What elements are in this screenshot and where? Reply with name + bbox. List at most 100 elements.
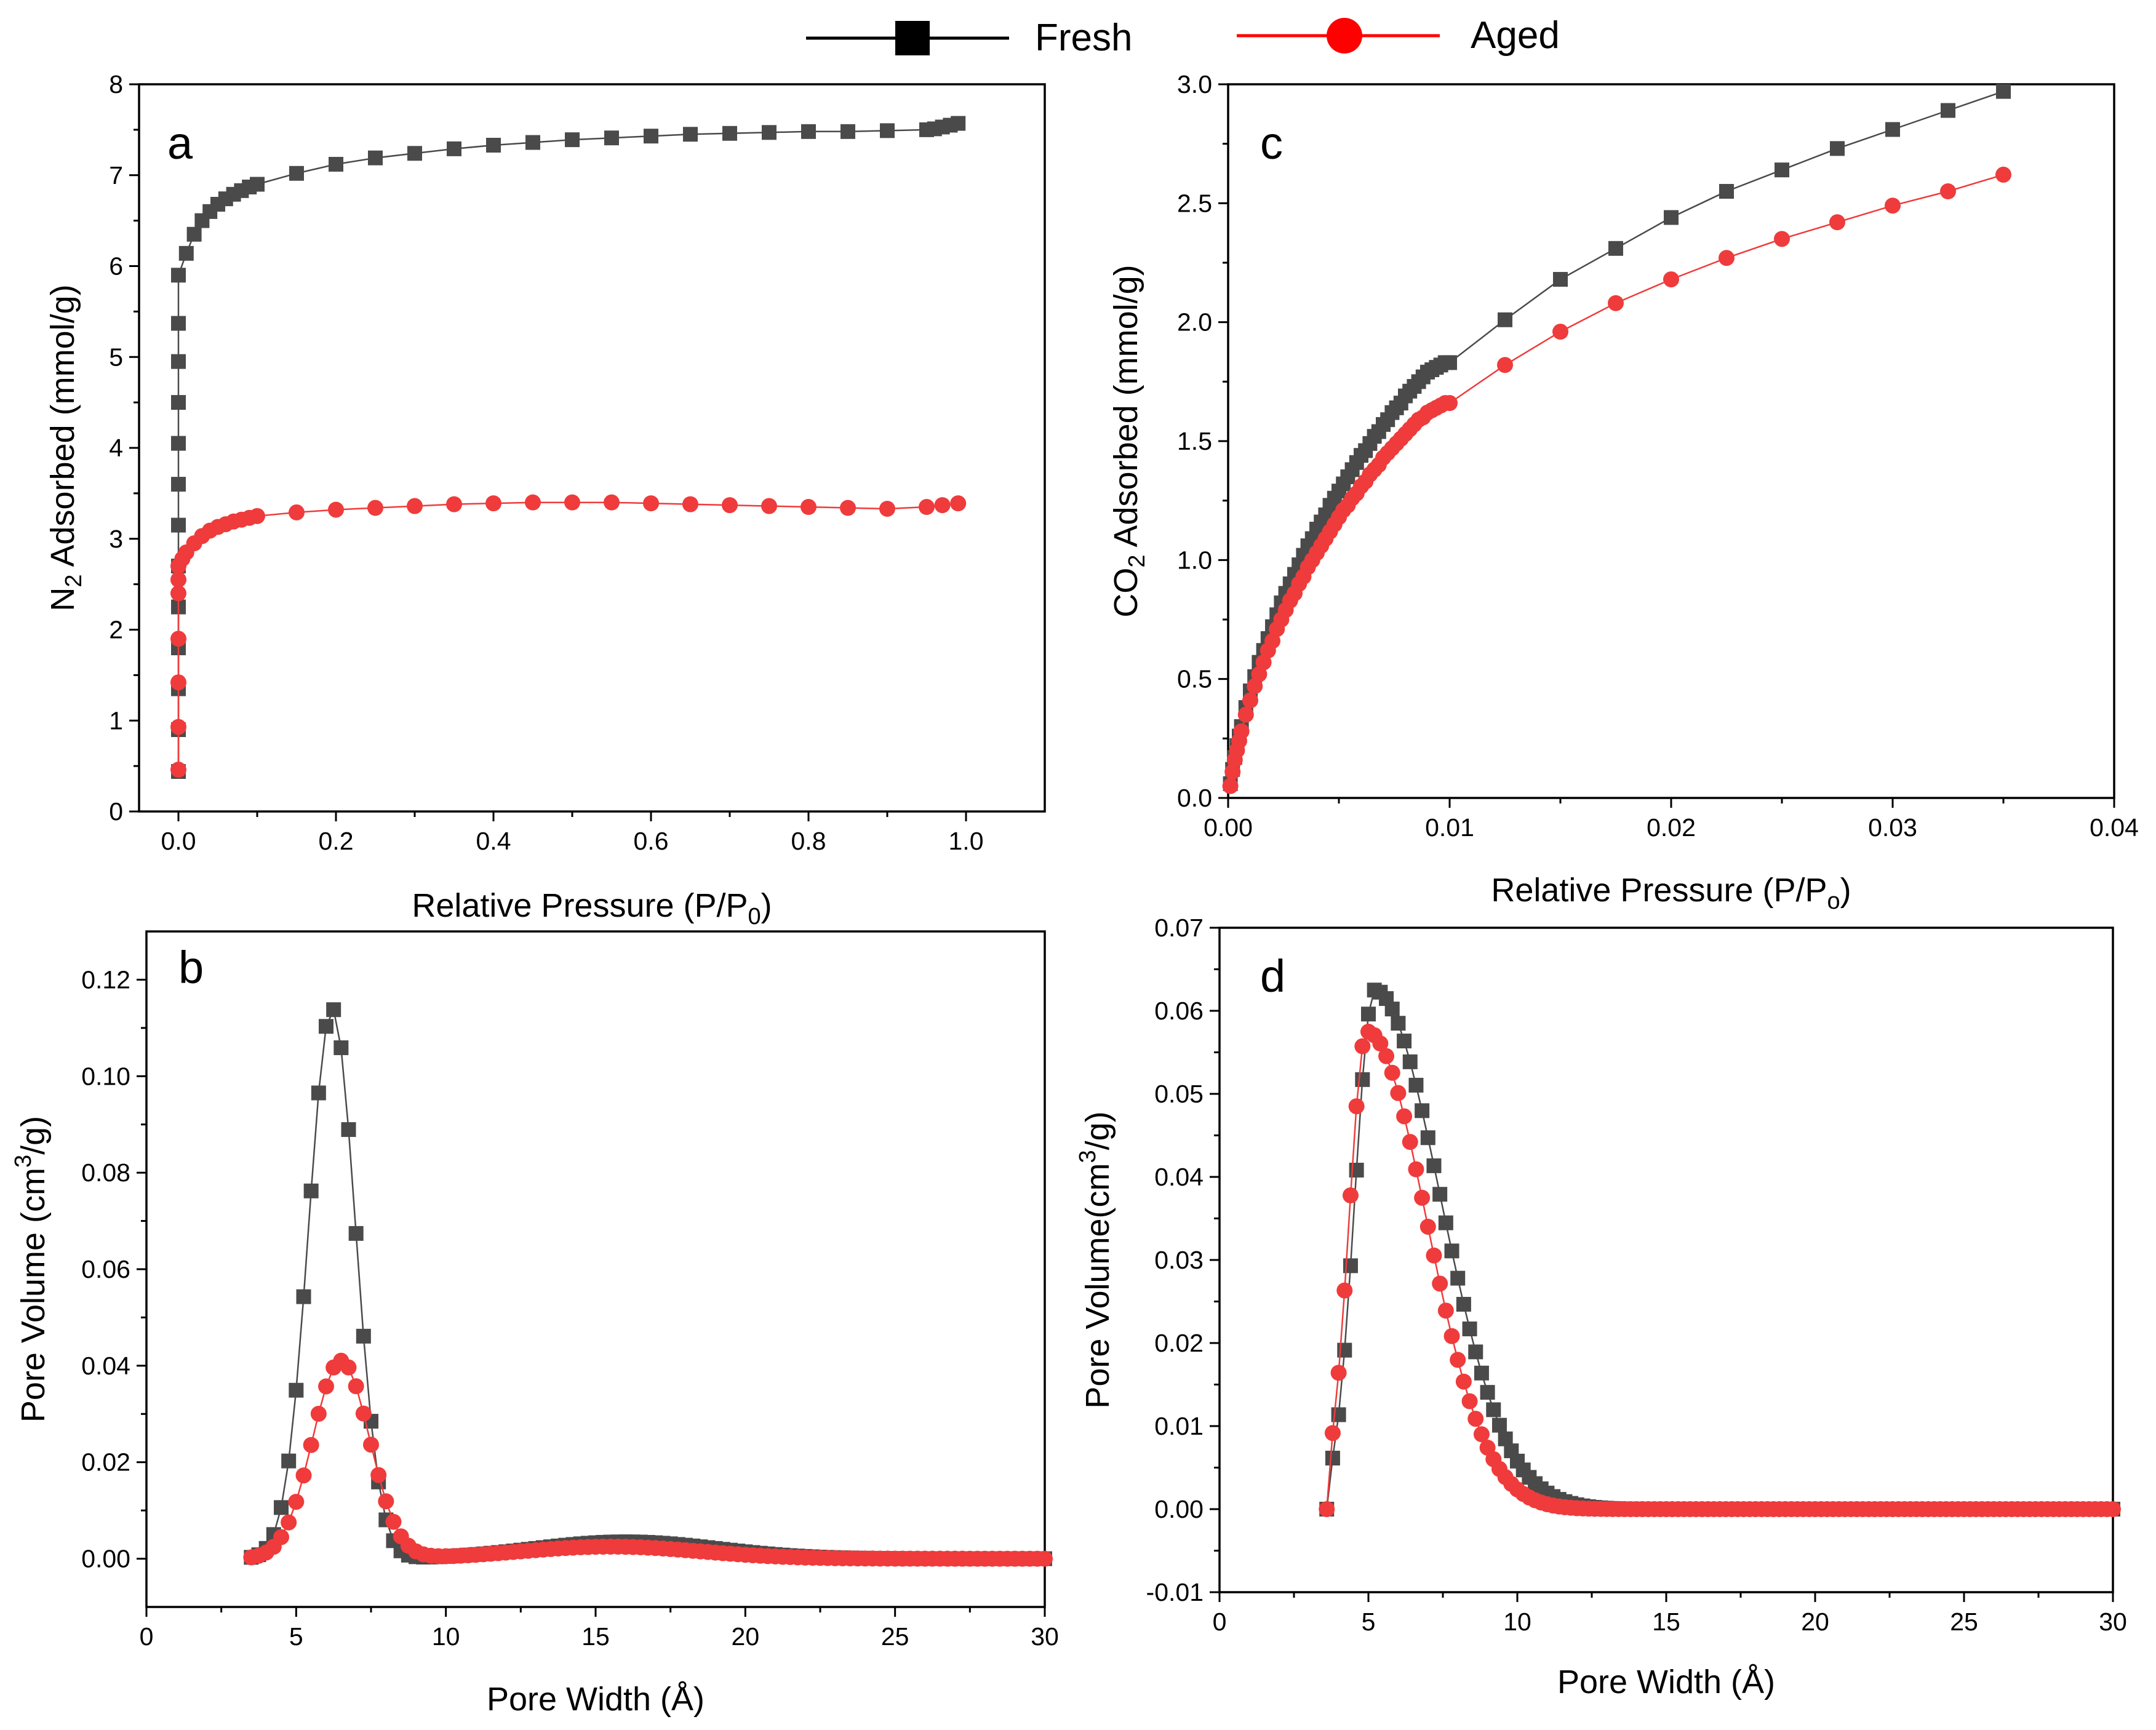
panel-c-fresh-line <box>1229 90 2004 784</box>
panel-a-aged-point <box>761 498 777 514</box>
panel-d-aged-point <box>1437 1302 1454 1319</box>
panel-c-aged-point <box>1608 295 1624 311</box>
panel-a-aged-point <box>604 494 620 511</box>
panel-d-aged-point <box>1408 1161 1424 1178</box>
panel-c-aged-point <box>1224 763 1241 780</box>
panel-b-aged-point <box>288 1494 305 1510</box>
panel-b: 0 5 10 15 20 25 30 0.00 0.02 0.04 0.06 0.08 0.10 0.12… <box>10 930 1059 1718</box>
panel-b-ytick-label: 0.06 <box>81 1255 130 1283</box>
panel-a-fresh-point <box>171 354 186 369</box>
panel-d-aged-point <box>1443 1328 1460 1344</box>
panel-b-xtick-label: 15 <box>581 1622 610 1651</box>
panel-d-fresh-point <box>1420 1130 1435 1146</box>
panel-d-fresh-point <box>1462 1321 1477 1337</box>
panel-a-ytick-label: 4 <box>109 434 123 462</box>
panel-a-aged-point <box>289 504 305 520</box>
panel-a-fresh-point <box>840 124 855 139</box>
panel-c-xtick-label: 0.03 <box>1868 813 1917 842</box>
panel-d-fresh-point <box>1444 1243 1459 1259</box>
panel-a-aged-point <box>249 508 265 524</box>
panel-a-aged-point <box>564 494 580 511</box>
panel-b-fresh-point <box>281 1453 297 1469</box>
legend-aged-label: Aged <box>1471 14 1560 57</box>
panel-d-xtick-label: 15 <box>1652 1608 1680 1636</box>
panel-a-fresh-point <box>171 517 186 533</box>
panel-b-ytick-label: 0.10 <box>81 1062 130 1090</box>
panel-d-aged-point <box>1336 1282 1353 1299</box>
panel-a-ytick-label: 8 <box>109 70 123 98</box>
panel-c-aged-point <box>1829 214 1845 231</box>
legend: Fresh Aged <box>806 14 1560 59</box>
panel-a-xtick-label: 0.2 <box>319 827 354 855</box>
panel-d-aged-point <box>1342 1187 1359 1204</box>
panel-c-aged-point <box>1552 324 1568 340</box>
panel-d-aged-point <box>1396 1108 1413 1125</box>
panel-a-ytick-label: 3 <box>109 525 123 553</box>
panel-a-fresh-point <box>644 129 658 144</box>
panel-d-fresh-point <box>1391 1016 1406 1031</box>
panel-a-ytick-label: 2 <box>109 616 123 644</box>
panel-a: 0.0 0.2 0.4 0.6 0.8 1.0 0 1 2 3 4 5 6 7 8 a Relative P… <box>44 70 1046 930</box>
panel-d-fresh-point <box>1450 1270 1466 1286</box>
panel-a-fresh-point <box>951 116 966 131</box>
panel-b-fresh-point <box>319 1019 333 1034</box>
panel-a-aged-line <box>177 501 959 770</box>
panel-c-aged-point <box>1497 357 1513 373</box>
panel-c-aged-point <box>1233 723 1250 739</box>
panel-c-xtick-label: 0.00 <box>1204 813 1253 842</box>
panel-b-marks <box>243 1002 1053 1567</box>
panel-b-ytick-label: 0.02 <box>81 1448 130 1477</box>
panel-d-ytick-label: -0.01 <box>1146 1578 1204 1606</box>
panel-a-ytick-label: 6 <box>109 252 123 281</box>
panel-d-xtick-label: 5 <box>1362 1608 1376 1636</box>
panel-c-xtick-label: 0.01 <box>1425 813 1474 842</box>
panel-a-aged-point <box>722 497 738 514</box>
panel-c-ytick-label: 1.5 <box>1177 427 1212 455</box>
panel-c-label: c <box>1260 118 1283 169</box>
panel-d-ytick-label: 0.01 <box>1154 1412 1204 1440</box>
panel-c-ytick-label: 2.5 <box>1177 189 1212 217</box>
panel-a-ytick-label: 5 <box>109 343 123 371</box>
panel-d-fresh-point <box>1384 1002 1400 1017</box>
panel-c-aged-point <box>1719 250 1735 266</box>
panel-a-aged-point <box>919 499 935 516</box>
panel-c-xtick-label: 0.02 <box>1647 813 1696 842</box>
panel-a-fresh-point <box>407 146 422 161</box>
panel-c-fresh-point <box>1941 103 1955 118</box>
panel-d-aged-point <box>1390 1085 1407 1101</box>
panel-d-aged-point <box>1432 1275 1448 1292</box>
panel-a-ylabel: N2 Adsorbed (mmol/g) <box>44 284 87 611</box>
panel-a-fresh-point <box>447 141 461 156</box>
panel-c-fresh-point <box>1498 312 1512 327</box>
panel-d-label: d <box>1260 951 1285 1002</box>
panel-c-fresh-point <box>1553 272 1568 287</box>
panel-b-fresh-point <box>311 1085 326 1101</box>
panel-a-fresh-point <box>762 125 777 140</box>
panel-b-ytick-label: 0.08 <box>81 1158 130 1187</box>
panel-d-aged-point <box>1384 1064 1400 1081</box>
panel-a-aged-point <box>950 495 967 512</box>
panel-a-fresh-point <box>880 123 895 138</box>
panel-c: 0.00 0.01 0.02 0.03 0.04 0.0 0.5 1.0 1.5 2.0 2.5 3.… <box>1108 70 2139 914</box>
panel-a-fresh-point <box>486 137 501 153</box>
panel-d-ticks: 0 5 10 15 20 25 30 -0.01 0.00 0.01 0.02 0.03 0.04 0.0… <box>1146 914 2127 1636</box>
panel-d-xtick-label: 0 <box>1213 1608 1227 1636</box>
panel-a-ytick-label: 1 <box>109 706 123 735</box>
panel-d-aged-point <box>1402 1134 1418 1150</box>
panel-a-fresh-point <box>801 124 816 139</box>
panel-d-fresh-point <box>1474 1365 1489 1381</box>
panel-b-ytick-label: 0.12 <box>81 965 130 994</box>
panel-b-aged-line <box>251 1360 1045 1560</box>
panel-b-ytick-label: 0.04 <box>81 1352 130 1380</box>
panel-a-fresh-point <box>368 150 383 165</box>
panel-b-ytick-label: 0.00 <box>81 1545 130 1573</box>
panel-d-fresh-point <box>1491 1417 1507 1433</box>
panel-b-aged-point <box>340 1359 357 1376</box>
panel-b-ylabel: Pore Volume (cm3/g) <box>10 1116 52 1422</box>
panel-d-fresh-point <box>1432 1187 1448 1202</box>
panel-c-frame <box>1227 83 2115 799</box>
panel-a-fresh-point <box>722 126 737 141</box>
panel-c-ytick-label: 3.0 <box>1177 70 1212 98</box>
panel-a-frame <box>138 83 1046 813</box>
